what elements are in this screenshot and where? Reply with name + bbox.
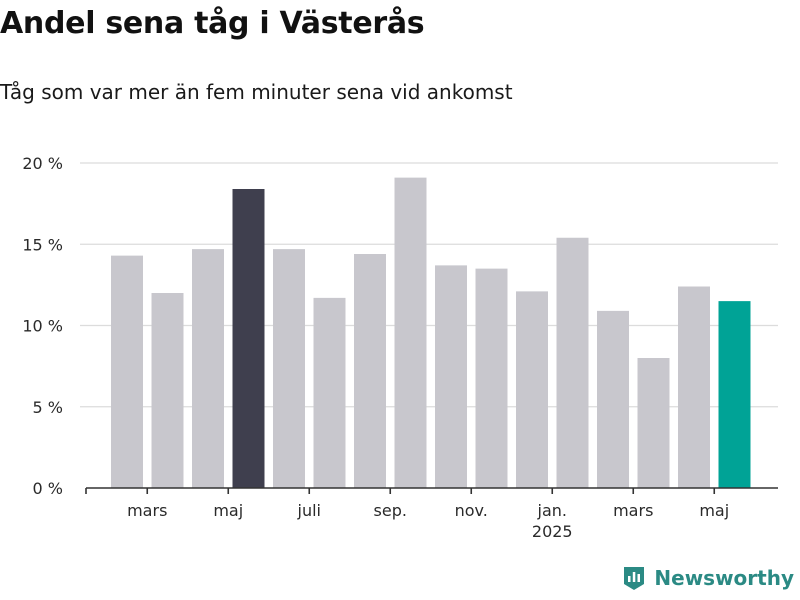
bar xyxy=(111,255,143,488)
y-tick-label: 5 % xyxy=(33,398,63,417)
chart-title: Andel sena tåg i Västerås xyxy=(0,6,425,41)
gridlines xyxy=(80,162,778,408)
bar xyxy=(475,268,508,488)
bar xyxy=(232,189,265,488)
bar xyxy=(435,265,467,488)
bar xyxy=(394,177,427,488)
bar xyxy=(151,293,184,488)
x-tick-label: mars xyxy=(127,501,167,520)
bars xyxy=(111,177,751,488)
bar xyxy=(273,249,305,488)
bar xyxy=(192,249,224,488)
bar xyxy=(556,237,589,488)
x-axis-labels: mars maj juli sep. nov. jan. 2025 mars maj xyxy=(127,501,729,541)
bar xyxy=(597,310,629,488)
y-tick-label: 0 % xyxy=(33,479,63,498)
brand-name: Newsworthy xyxy=(654,566,794,590)
bar xyxy=(678,286,710,488)
y-tick-label: 20 % xyxy=(22,154,63,173)
y-tick-label: 15 % xyxy=(22,235,63,254)
x-tick-label: nov. xyxy=(455,501,488,520)
x-tick-label: sep. xyxy=(374,501,407,520)
y-axis-labels: 0 % 5 % 10 % 15 % 20 % xyxy=(22,154,63,498)
x-tick-year-label: 2025 xyxy=(532,522,573,541)
x-tick-label: juli xyxy=(297,501,321,520)
newsworthy-brand: Newsworthy xyxy=(622,564,794,592)
y-tick-label: 10 % xyxy=(22,317,63,336)
x-tick-label: jan. xyxy=(537,501,567,520)
bar-chart: 0 % 5 % 10 % 15 % 20 % mars maj juli sep. nov. ja… xyxy=(22,154,778,541)
bar xyxy=(637,358,670,488)
x-tick-label: maj xyxy=(213,501,243,520)
x-tick-label: mars xyxy=(613,501,653,520)
bar xyxy=(718,301,751,488)
x-tick-label: maj xyxy=(699,501,729,520)
bar xyxy=(354,254,386,488)
bar-chart-logo-icon xyxy=(624,567,645,590)
bar xyxy=(313,297,346,488)
chart-subtitle: Tåg som var mer än fem minuter sena vid … xyxy=(0,80,513,104)
x-axis xyxy=(85,487,778,494)
bar xyxy=(516,291,548,488)
